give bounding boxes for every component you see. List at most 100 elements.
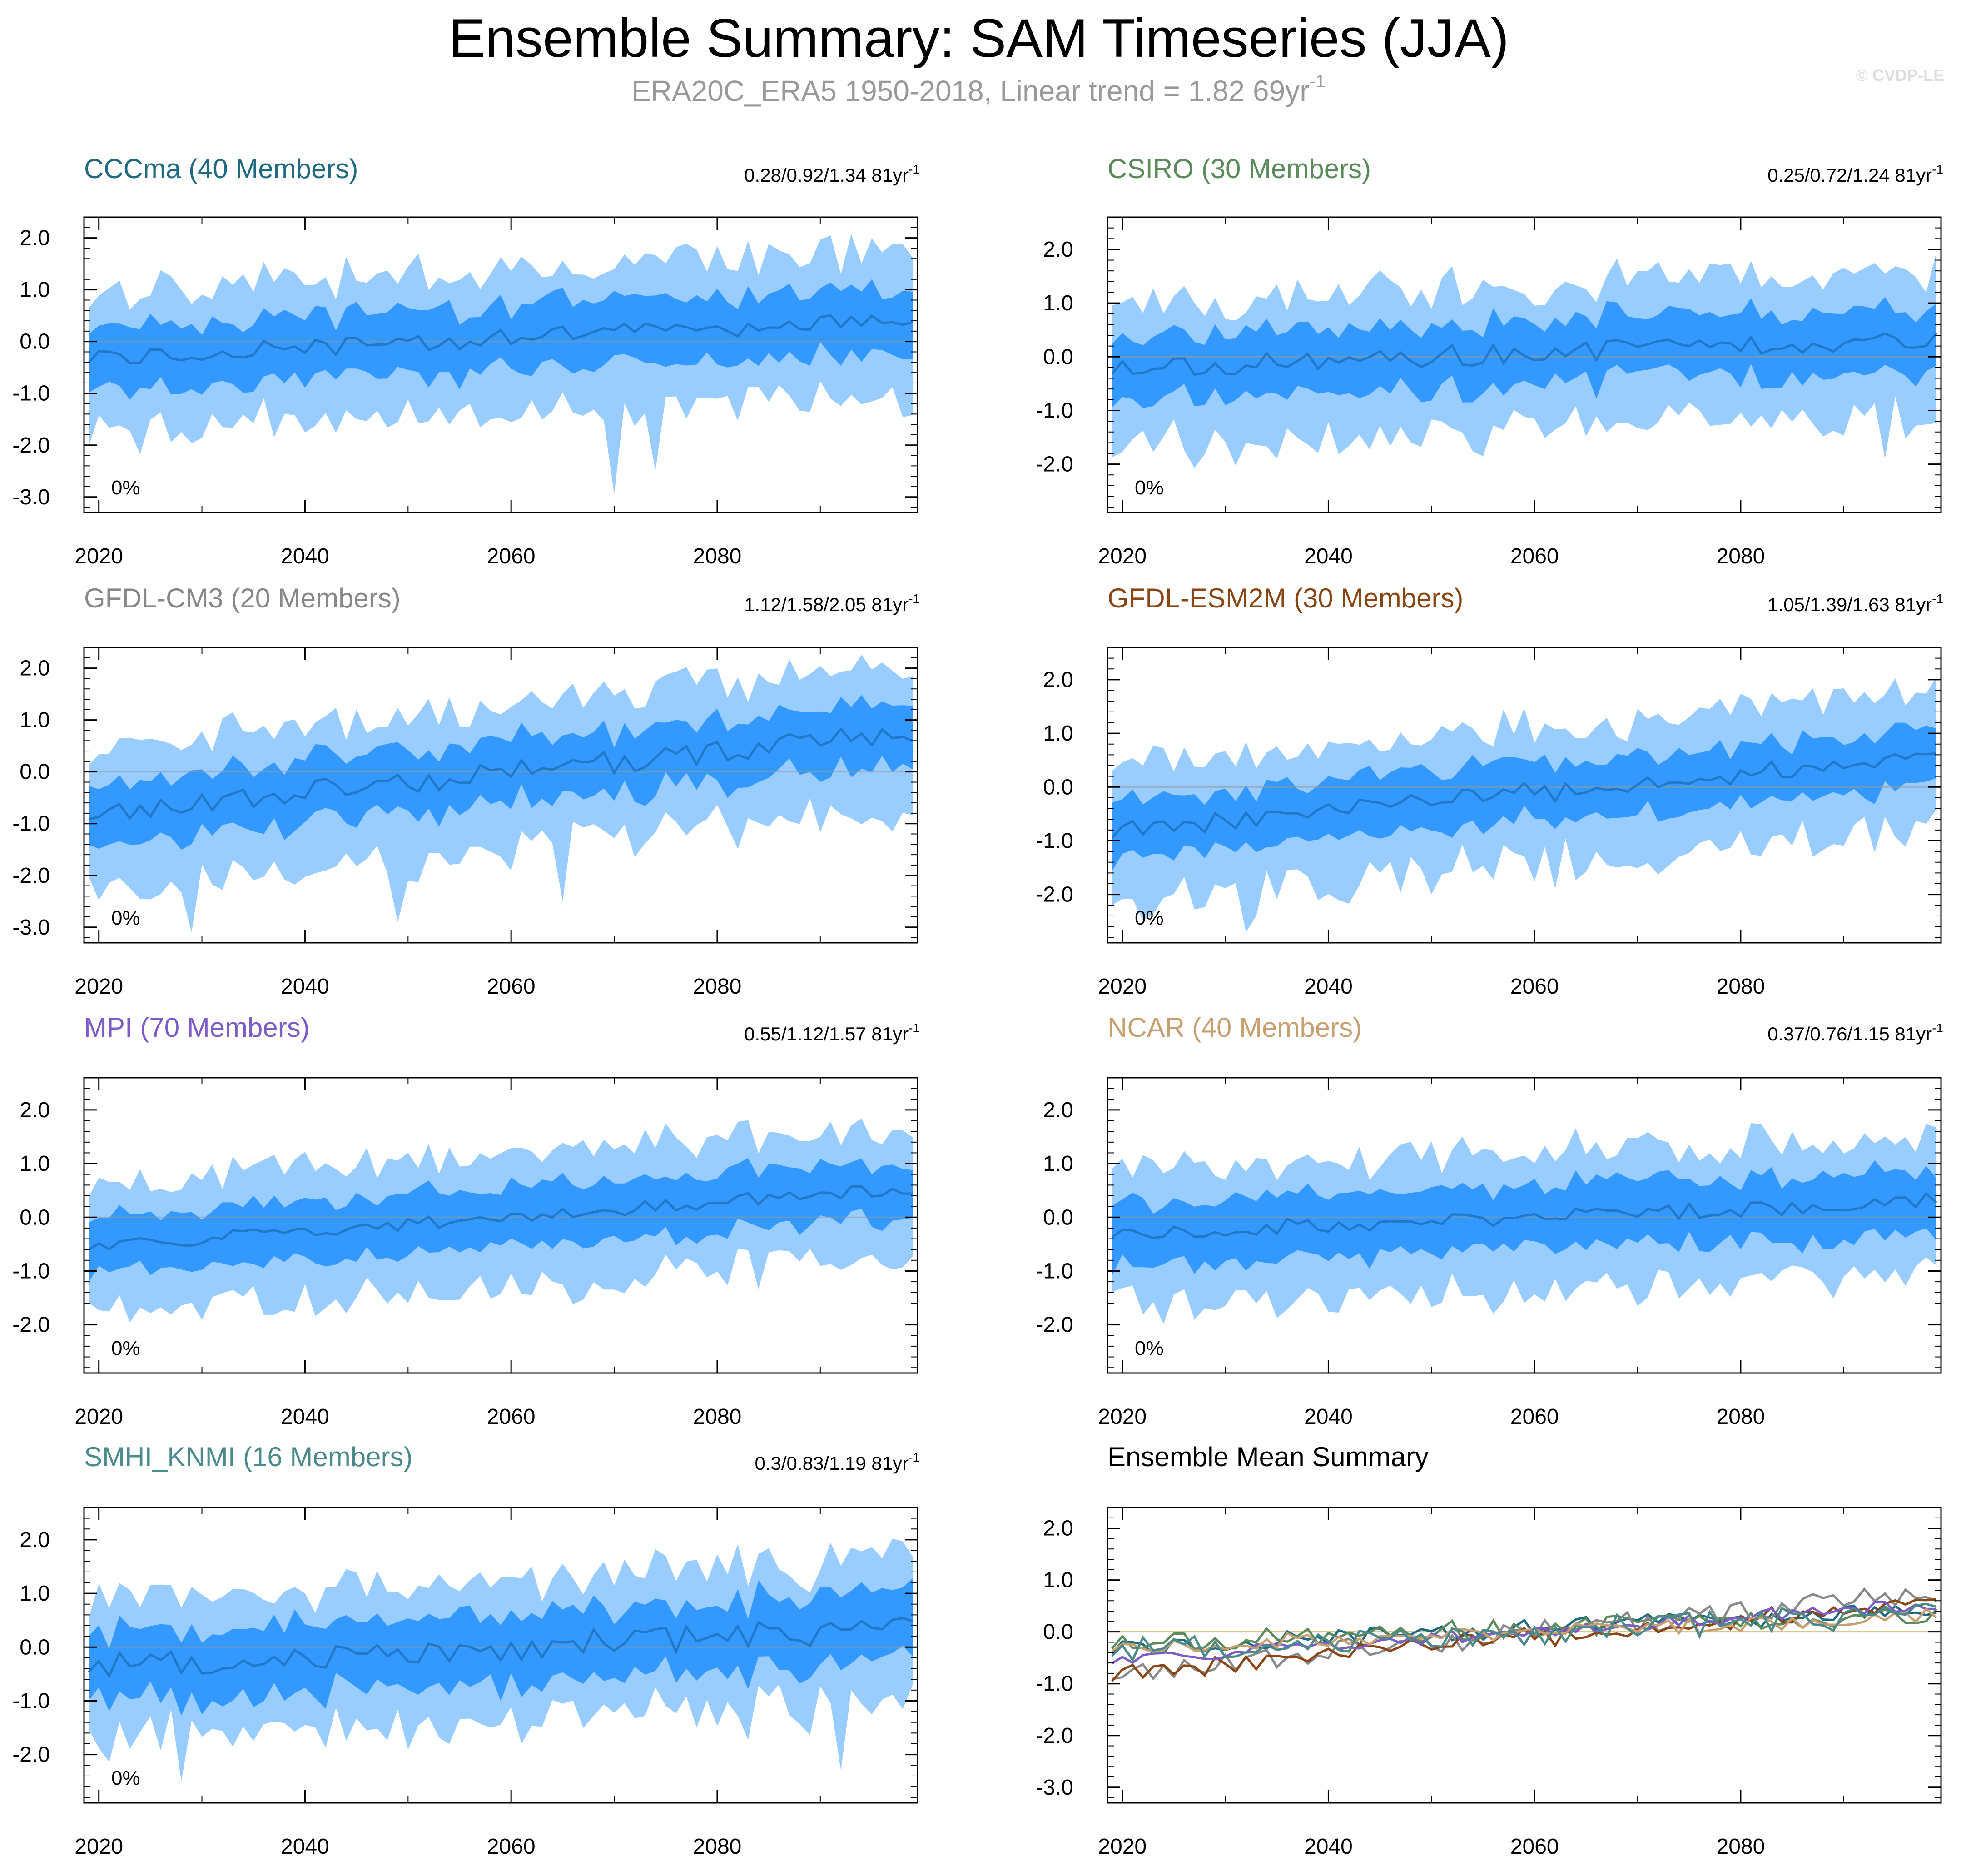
x-tick-label: 2020 <box>74 975 123 999</box>
ensemble-mean-line <box>1111 332 1937 376</box>
series-line-cccma <box>1111 1604 1937 1655</box>
y-tick-label: 2.0 <box>1043 238 1073 262</box>
x-tick-label: 2080 <box>693 1405 742 1429</box>
x-tick-label: 2020 <box>1098 544 1147 568</box>
plot-frame <box>1107 1507 1942 1804</box>
y-tick-label: -1.0 <box>12 382 50 406</box>
x-tick-label: 2020 <box>74 1835 123 1859</box>
x-tick-label: 2060 <box>1510 975 1559 999</box>
ensemble-mean-line <box>1111 1192 1937 1239</box>
x-tick-label: 2040 <box>1304 1835 1353 1859</box>
y-tick-label: 0.0 <box>1043 775 1073 799</box>
x-tick-label: 2060 <box>1510 1835 1559 1859</box>
panel-stat: 1.05/1.39/1.63 81yr-1 <box>1767 592 1943 615</box>
x-tick-label: 2040 <box>1304 544 1353 568</box>
panel-title: GFDL-CM3 (20 Members) <box>84 583 401 613</box>
x-tick-label: 2020 <box>1098 1405 1147 1429</box>
plot-frame <box>1107 647 1942 944</box>
panel-stat: 0.25/0.72/1.24 81yr-1 <box>1767 162 1943 186</box>
panel-stat: 0.55/1.12/1.57 81yr-1 <box>744 1021 920 1045</box>
panel-stat-main: 0.55/1.12/1.57 81yr <box>744 1023 909 1045</box>
x-tick-label: 2060 <box>487 1405 536 1429</box>
figure-subtitle-exp: -1 <box>1310 71 1326 91</box>
panel-stat-exp: -1 <box>909 1021 920 1035</box>
panel-2: CSIRO (30 Members) 0.25/0.72/1.24 81yr-1 2… <box>1036 154 1943 568</box>
figure-subtitle: ERA20C_ERA5 1950-2018, Linear trend = 1.… <box>631 71 1326 107</box>
panel-stat: 1.12/1.58/2.05 81yr-1 <box>744 592 920 615</box>
x-tick-label: 2060 <box>487 1835 536 1859</box>
percent-label: 0% <box>1135 1337 1164 1359</box>
outer-spread-band <box>89 234 913 495</box>
watermark: © CVDP-LE <box>1856 66 1944 85</box>
y-tick-label: 2.0 <box>20 657 50 681</box>
y-tick-label: -1.0 <box>12 1689 50 1713</box>
panel-title: SMHI_KNMI (16 Members) <box>84 1442 412 1472</box>
x-tick-label: 2080 <box>1717 1835 1765 1859</box>
plot-frame <box>1107 1077 1942 1374</box>
ensemble-mean-line <box>88 1185 913 1251</box>
x-tick-label: 2060 <box>487 544 536 568</box>
x-tick-label: 2060 <box>1510 1405 1559 1429</box>
panel-stat-exp: -1 <box>909 1450 920 1464</box>
y-tick-label: 1.0 <box>20 1152 50 1176</box>
x-tick-label: 2080 <box>693 975 742 999</box>
panel-stat-exp: -1 <box>909 592 920 606</box>
x-tick-label: 2020 <box>1098 975 1147 999</box>
x-tick-label: 2040 <box>281 544 329 568</box>
ensemble-mean-line <box>88 314 913 364</box>
y-tick-label: -2.0 <box>1036 453 1073 477</box>
inner-spread-band <box>1112 297 1936 408</box>
x-tick-label: 2080 <box>693 544 742 568</box>
y-tick-label: 0.0 <box>20 330 50 354</box>
y-tick-label: 1.0 <box>1043 1568 1073 1592</box>
panel-title: NCAR (40 Members) <box>1107 1012 1362 1043</box>
panel-1: CCCma (40 Members) 0.28/0.92/1.34 81yr-1 2… <box>12 154 920 568</box>
panel-title: Ensemble Mean Summary <box>1107 1442 1429 1472</box>
plot-frame <box>83 216 918 513</box>
y-tick-label: 2.0 <box>1043 1098 1073 1122</box>
x-tick-label: 2080 <box>693 1835 742 1859</box>
y-tick-label: -3.0 <box>1036 1776 1073 1800</box>
y-tick-label: -3.0 <box>12 916 50 940</box>
x-tick-label: 2080 <box>1717 975 1765 999</box>
y-tick-label: 2.0 <box>20 226 50 250</box>
panel-stat: 0.3/0.83/1.19 81yr-1 <box>755 1450 920 1474</box>
x-tick-label: 2040 <box>1304 975 1353 999</box>
panel-title: CCCma (40 Members) <box>84 154 358 184</box>
percent-label: 0% <box>111 1337 140 1359</box>
panel-stat-exp: -1 <box>1932 162 1943 176</box>
x-tick-label: 2020 <box>74 1405 123 1429</box>
percent-label: 0% <box>111 1767 140 1789</box>
y-tick-label: 1.0 <box>1043 1152 1073 1176</box>
percent-label: 0% <box>111 907 140 929</box>
y-tick-label: 2.0 <box>1043 1517 1073 1541</box>
y-tick-label: 1.0 <box>1043 722 1073 746</box>
panel-stat-main: 0.25/0.72/1.24 81yr <box>1767 164 1932 186</box>
panel-stat-main: 0.37/0.76/1.15 81yr <box>1767 1023 1932 1045</box>
y-tick-label: -1.0 <box>12 1259 50 1283</box>
inner-spread-band <box>1112 722 1936 871</box>
y-tick-label: 0.0 <box>1043 1205 1073 1229</box>
panel-stat-exp: -1 <box>1932 1021 1943 1035</box>
y-tick-label: 0.0 <box>1043 345 1073 369</box>
y-tick-label: -1.0 <box>1036 398 1073 423</box>
panel-title: GFDL-ESM2M (30 Members) <box>1107 583 1463 613</box>
x-tick-label: 2040 <box>281 975 329 999</box>
x-tick-label: 2060 <box>487 975 536 999</box>
y-tick-label: 1.0 <box>20 278 50 302</box>
ensemble-mean-line <box>88 1617 913 1679</box>
ensemble-mean-line <box>88 727 913 821</box>
y-tick-label: -1.0 <box>1036 829 1073 853</box>
y-tick-label: -2.0 <box>12 1313 50 1337</box>
panel-stat: 0.37/0.76/1.15 81yr-1 <box>1767 1021 1943 1045</box>
x-tick-label: 2020 <box>74 544 123 568</box>
percent-label: 0% <box>1135 907 1164 929</box>
y-tick-label: 1.0 <box>20 708 50 732</box>
panel-stat-exp: -1 <box>1932 592 1943 606</box>
y-tick-label: 1.0 <box>1043 291 1073 315</box>
panel-4: GFDL-ESM2M (30 Members) 1.05/1.39/1.63 81… <box>1036 583 1943 999</box>
panel-stat-main: 0.3/0.83/1.19 81yr <box>755 1453 909 1474</box>
panel-stat: 0.28/0.92/1.34 81yr-1 <box>744 162 920 186</box>
y-tick-label: -2.0 <box>12 433 50 458</box>
panel-stat-main: 0.28/0.92/1.34 81yr <box>744 164 909 186</box>
